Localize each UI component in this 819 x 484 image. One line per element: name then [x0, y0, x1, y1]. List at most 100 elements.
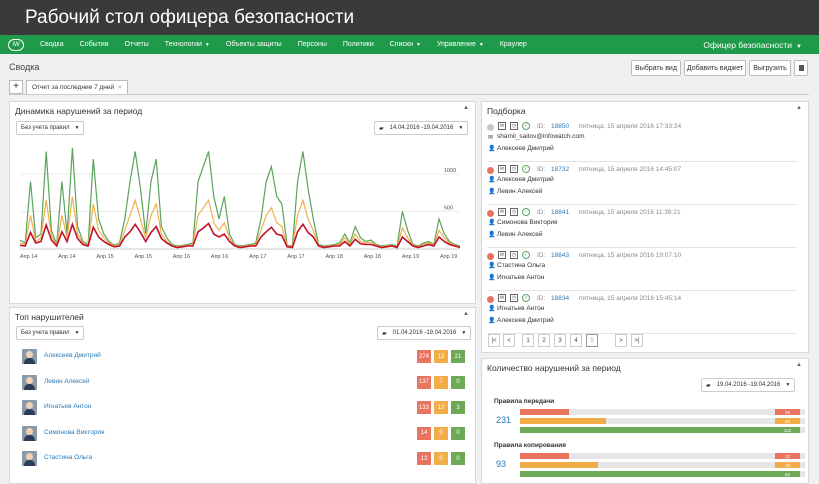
widget-title: Подборка: [487, 106, 526, 116]
pick-item[interactable]: ✉ ◷ ✓ ID: 18850 пятница, 15 апреля 2016 17:33…: [487, 120, 797, 162]
count-bar[interactable]: 50: [520, 418, 805, 424]
pick-item[interactable]: ✉ ◷ ✓ ID: 18834 пятница, 15 апреля 2016 15:45…: [487, 292, 797, 334]
next-page-button[interactable]: >: [615, 334, 627, 347]
offender-row[interactable]: Симонова Виктория 14 0 0: [8, 423, 468, 445]
nav-item-label: Персоны: [297, 41, 327, 48]
low-count-badge: 0: [451, 426, 465, 440]
mail-icon: ✉: [498, 165, 506, 173]
x-tick-label: Апр 18: [364, 254, 381, 260]
nav-item-label: Списки: [389, 41, 413, 48]
offender-name[interactable]: Игнатьев Антон: [44, 403, 92, 410]
nav-item-1[interactable]: События: [72, 41, 117, 48]
calendar-icon: ▰: [706, 382, 711, 389]
caret-down-icon: ▼: [74, 330, 80, 336]
nav-item-8[interactable]: Управление ▼: [429, 41, 492, 48]
add-widget-button[interactable]: Добавить виджет: [684, 60, 746, 76]
high-count-badge: 274: [417, 350, 431, 363]
user-menu[interactable]: Офицер безопасности ▼: [703, 40, 802, 50]
nav-item-label: Политики: [342, 41, 374, 48]
export-button[interactable]: Выгрузить: [749, 60, 791, 76]
print-button[interactable]: [794, 60, 808, 76]
page-button-3[interactable]: 3: [554, 334, 566, 347]
rule-group-total[interactable]: 93: [496, 459, 507, 469]
calendar-icon: ▰: [379, 125, 384, 132]
nav-item-3[interactable]: Технологии ▼: [157, 41, 218, 48]
user-icon: 👤: [488, 146, 496, 152]
x-tick-label: Апр 17: [249, 254, 266, 260]
nav-item-4[interactable]: Объекты защиты: [218, 41, 290, 48]
user-icon: 👤: [488, 189, 496, 195]
x-tick-label: Апр 14: [20, 254, 37, 260]
pick-item[interactable]: ✉ ◷ ✓ ID: 18843 пятница, 15 апреля 2016 19:07…: [487, 249, 797, 291]
sender: Стастина Ольга: [497, 262, 546, 269]
collapse-icon[interactable]: ▲: [463, 311, 469, 317]
add-tab-button[interactable]: +: [9, 80, 23, 94]
page-button-1[interactable]: 1: [522, 334, 534, 347]
prev-page-button[interactable]: <: [503, 334, 515, 347]
medium-count-badge: 0: [434, 426, 448, 440]
offender-name[interactable]: Стастина Ольга: [44, 454, 93, 461]
event-id[interactable]: 18841: [551, 209, 570, 216]
count-bar[interactable]: 19: [520, 462, 805, 468]
page-button-2[interactable]: 2: [538, 334, 550, 347]
event-id[interactable]: 18843: [551, 252, 570, 259]
date-range-picker[interactable]: ▰ 19.04.2016 -19.04.2016 ▼: [701, 378, 796, 392]
event-id[interactable]: 18834: [551, 295, 570, 302]
clock-icon: ◷: [510, 165, 518, 173]
nav-item-6[interactable]: Политики: [335, 41, 382, 48]
offender-name[interactable]: Симонова Виктория: [44, 428, 105, 436]
date-range-picker[interactable]: ▰ 01.04.2016 -19.04.2016 ▼: [377, 326, 472, 340]
collapse-icon[interactable]: ▲: [796, 105, 802, 111]
first-page-button[interactable]: |<: [488, 334, 500, 347]
chevron-down-icon: ▼: [796, 43, 802, 50]
count-bar-fill: [520, 453, 570, 459]
nav-item-7[interactable]: Списки ▼: [382, 41, 429, 48]
infowatch-logo-icon[interactable]: IW: [8, 38, 24, 51]
count-bar[interactable]: 62: [520, 471, 805, 477]
count-bar[interactable]: 12: [520, 453, 805, 459]
tab-report-7-days[interactable]: Отчет за последние 7 дней ×: [26, 80, 128, 94]
nav-item-0[interactable]: Сводка: [32, 41, 72, 48]
nav-item-2[interactable]: Отчеты: [117, 41, 157, 48]
rules-filter-dropdown[interactable]: Без учета правил ▼: [16, 326, 85, 340]
mail-icon: ✉: [498, 251, 506, 259]
choose-view-button[interactable]: Выбрать вид: [631, 60, 681, 76]
event-date: пятница, 15 апреля 2016 19:07:10: [579, 252, 682, 259]
app-title: Рабочий стол офицера безопасности: [0, 0, 819, 35]
pick-item[interactable]: ✉ ◷ ✓ ID: 18841 пятница, 15 апреля 2016 11:39…: [487, 206, 797, 248]
avatar: [22, 349, 37, 364]
pick-item[interactable]: ✉ ◷ ✓ ID: 18732 пятница, 15 апреля 2016 14:45…: [487, 163, 797, 205]
date-range-picker[interactable]: ▰ 14.04.2016 -19.04.2016 ▼: [374, 121, 469, 135]
check-icon: ✓: [522, 251, 530, 259]
close-icon[interactable]: ×: [118, 84, 122, 91]
user-icon: 👤: [488, 318, 496, 324]
collapse-icon[interactable]: ▲: [796, 362, 802, 368]
collapse-icon[interactable]: ▲: [463, 105, 469, 111]
calendar-icon: ▰: [382, 330, 387, 337]
offender-name[interactable]: Алексеев Дмитрий: [44, 352, 101, 359]
page-button-4[interactable]: 4: [570, 334, 582, 347]
nav-item-5[interactable]: Персоны: [290, 41, 335, 48]
count-bar[interactable]: 152: [520, 427, 805, 433]
event-id[interactable]: 18732: [551, 166, 570, 173]
event-id[interactable]: 18850: [551, 123, 570, 130]
rule-group-total[interactable]: 231: [496, 415, 512, 425]
last-page-button[interactable]: >|: [631, 334, 643, 347]
offender-row[interactable]: Левин Алексей 137 7 0: [8, 372, 468, 394]
medium-count-badge: 0: [434, 452, 448, 465]
page-button-5[interactable]: 5: [586, 334, 598, 347]
rules-filter-dropdown[interactable]: Без учета правил ▼: [16, 121, 85, 135]
id-label: ID:: [537, 166, 546, 173]
caret-down-icon: ▼: [461, 330, 467, 336]
offender-name[interactable]: Левин Алексей: [44, 377, 90, 385]
low-count-badge: 0: [451, 375, 465, 389]
picks-widget: Подборка ▲: [481, 101, 809, 353]
offender-row[interactable]: Игнатьев Антон 133 12 3: [8, 397, 468, 419]
offender-row[interactable]: Стастина Ольга 13 0 0: [8, 448, 468, 470]
avatar: [22, 374, 37, 390]
nav-item-9[interactable]: Краулер: [492, 41, 535, 48]
offender-row[interactable]: Алексеев Дмитрий 274 12 21: [8, 346, 468, 368]
caret-down-icon: ▼: [74, 125, 80, 131]
count-bar[interactable]: 29: [520, 409, 805, 415]
dynamics-widget: Динамика нарушений за период ▲ Без учета…: [9, 101, 476, 304]
